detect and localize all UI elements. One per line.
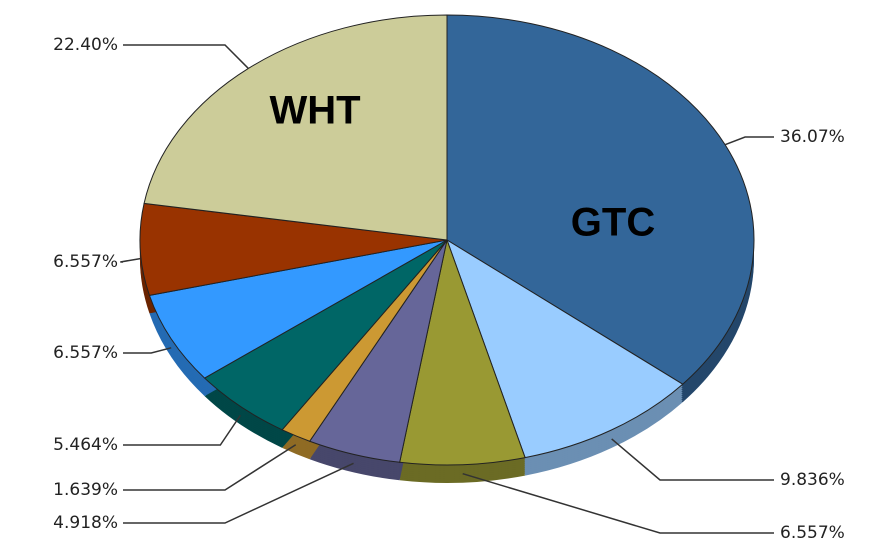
leader-line [611,438,774,481]
category-label: WHT [269,89,360,133]
value-label: 4.918% [53,513,118,533]
value-label: 6.557% [53,252,118,272]
leader-line [123,347,172,354]
value-label: 6.557% [780,523,845,543]
slice [139,202,448,296]
leader-line [724,136,774,146]
slice [399,238,526,466]
value-label: 1.639% [53,480,118,500]
value-label: 36.07% [780,127,845,147]
leader-line [123,44,249,69]
category-label: GTC [571,201,655,245]
slice [148,239,448,379]
leader-line [462,472,774,534]
value-label: 9.836% [780,470,845,490]
value-label: 5.464% [53,435,118,455]
leader-line [123,414,241,446]
leader-line [123,462,354,524]
value-label: 6.557% [53,343,118,363]
value-label: 22.40% [53,35,118,55]
leader-line [120,257,141,263]
leader-line [123,444,297,491]
slice [446,14,755,385]
